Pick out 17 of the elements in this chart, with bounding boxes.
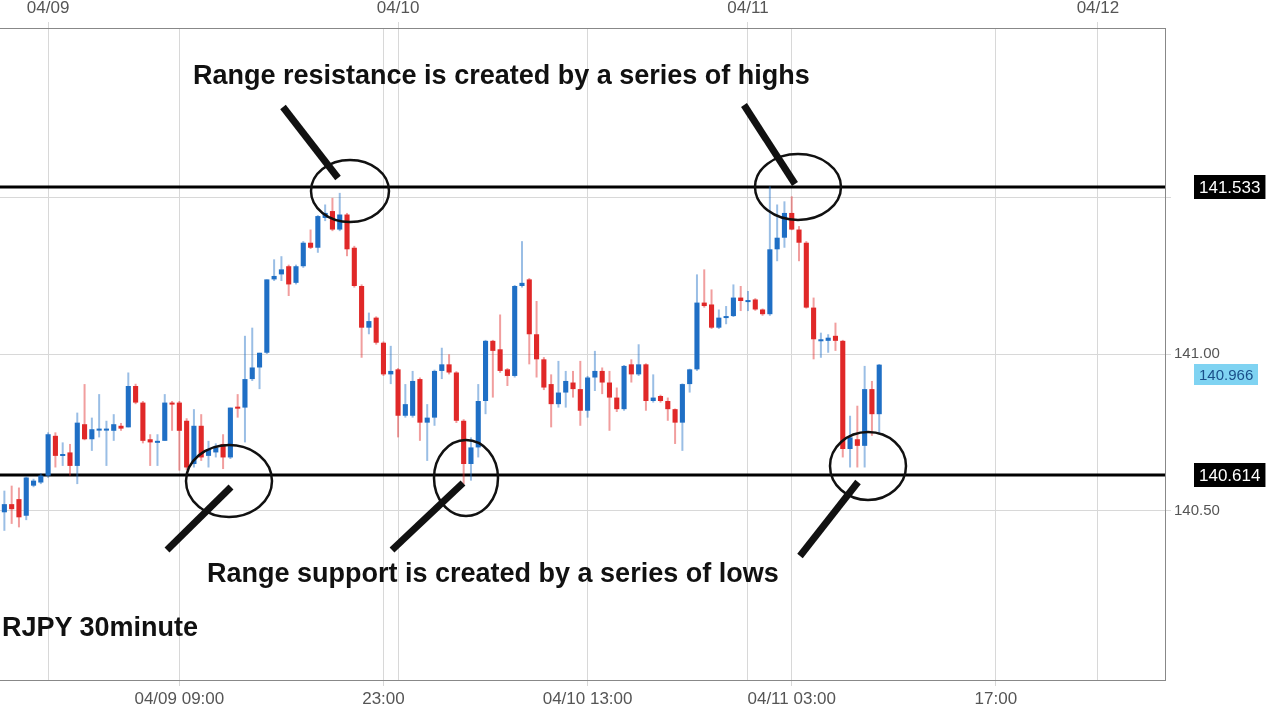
y-tick-label: 140.50 bbox=[1174, 500, 1220, 518]
annotation: RJPY 30minute bbox=[2, 612, 199, 643]
x2-tick-label: 04/11 bbox=[727, 0, 769, 18]
x-tick-label: 04/11 03:00 bbox=[747, 688, 837, 708]
x2-tick-label: 04/09 bbox=[26, 0, 70, 18]
annotation: Range resistance is created by a series of highs bbox=[193, 60, 810, 91]
x-tick-label: 23:00 bbox=[362, 688, 405, 708]
annotation: Range support is created by a series of lows bbox=[207, 558, 779, 589]
y-tick-label: 141.00 bbox=[1174, 344, 1220, 362]
x2-tick-label: 04/12 bbox=[1076, 0, 1120, 18]
x-tick-label: 17:00 bbox=[974, 688, 1018, 708]
x-tick-label: 04/10 13:00 bbox=[542, 688, 633, 708]
x-tick-label: 04/09 09:00 bbox=[134, 688, 225, 708]
text: 140.966 bbox=[1194, 364, 1259, 385]
ref-line-label: 141.533 bbox=[1199, 177, 1261, 197]
x2-tick-label: 04/10 bbox=[376, 0, 420, 18]
ref-line-label: 140.614 bbox=[1199, 465, 1261, 485]
